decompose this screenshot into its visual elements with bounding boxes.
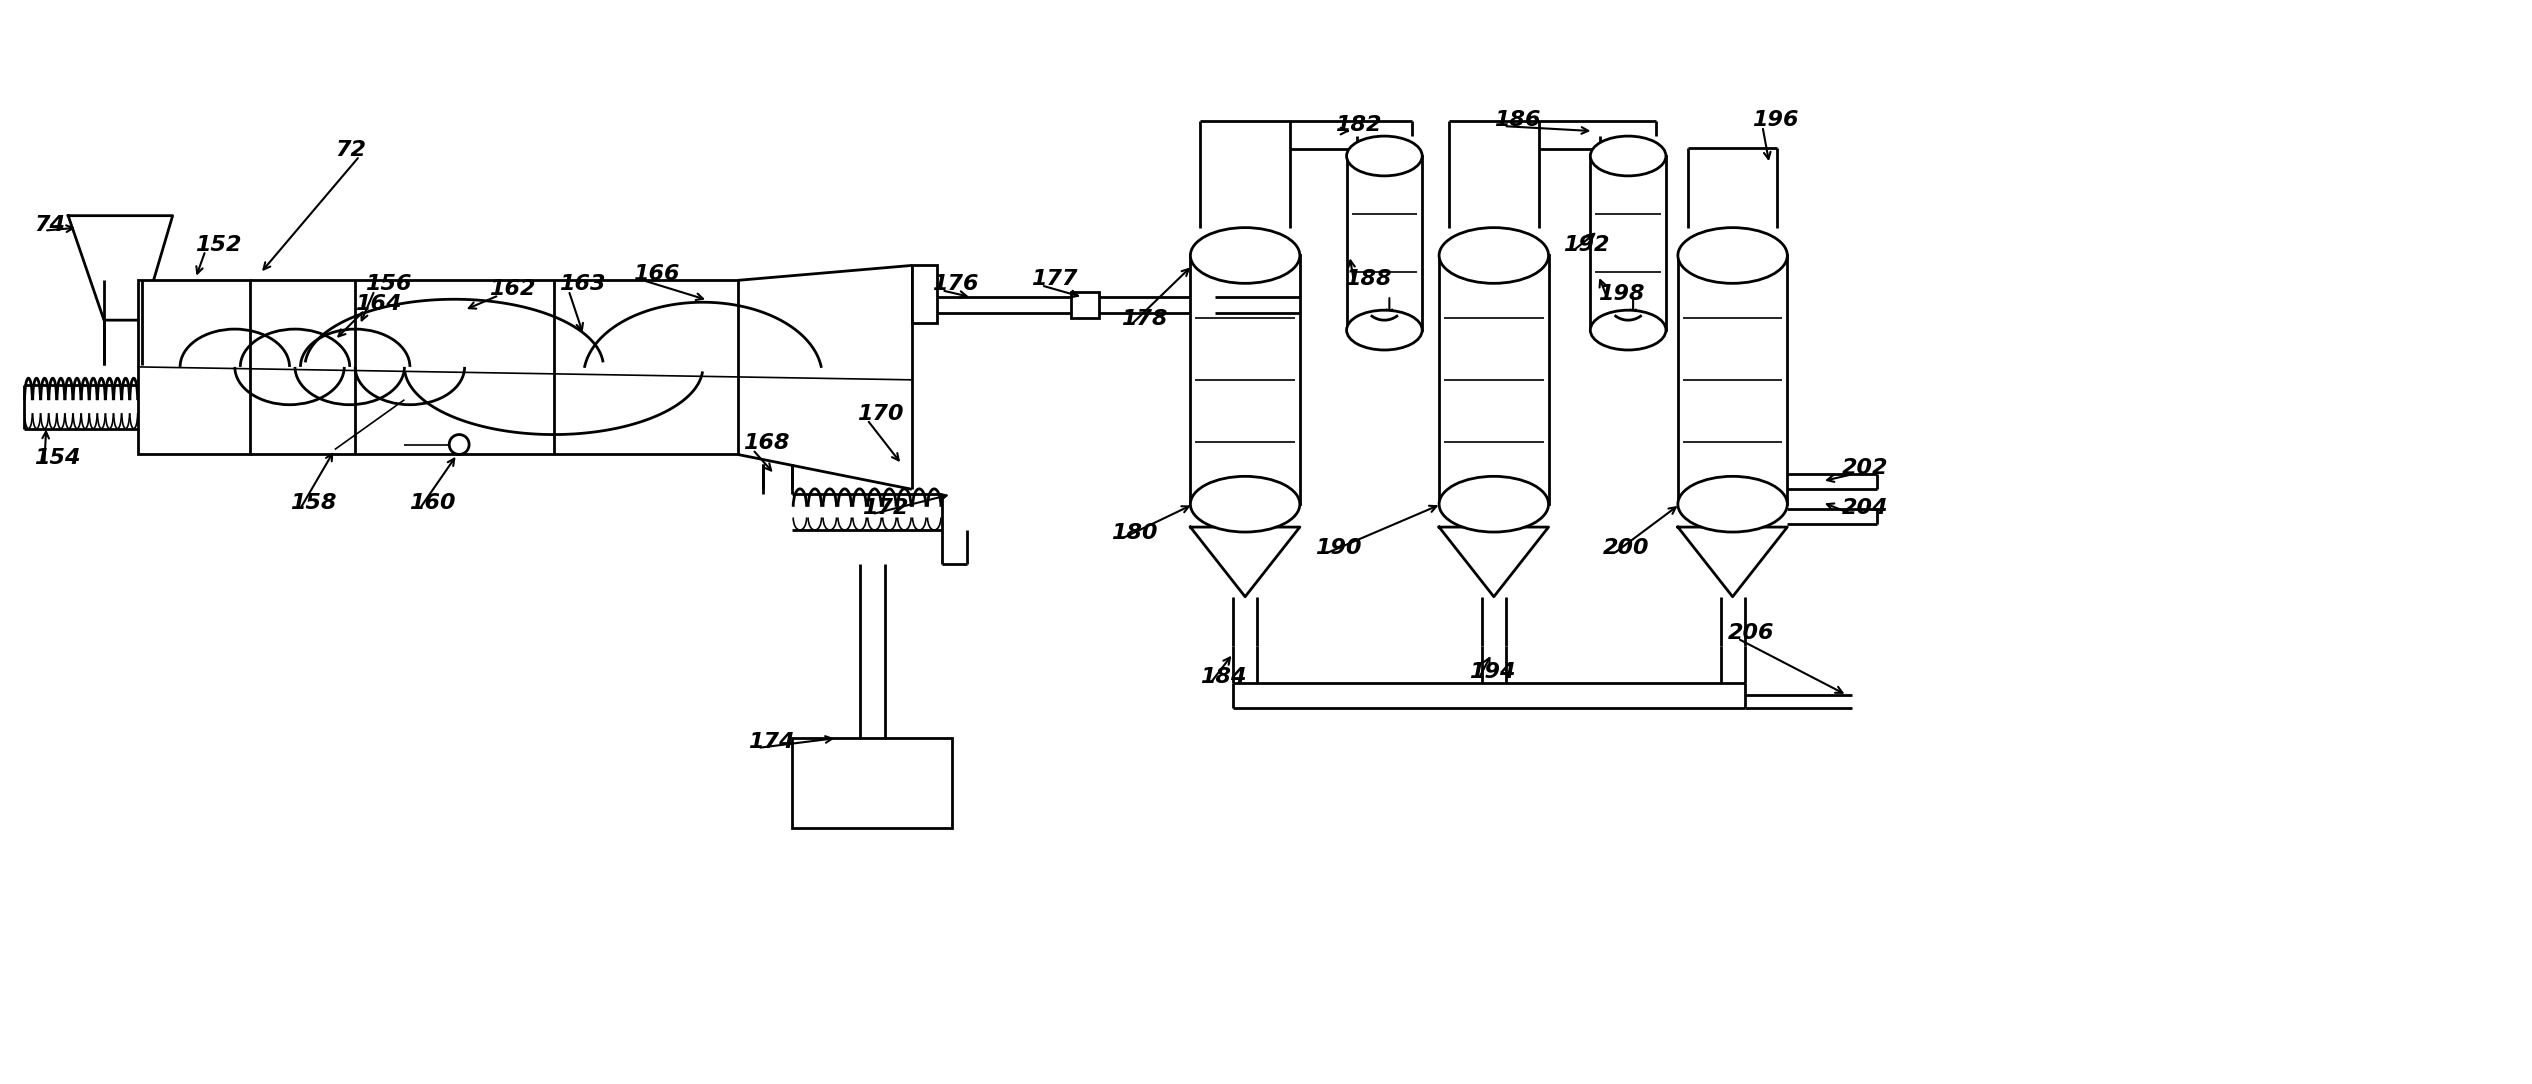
Text: 200: 200 <box>1603 538 1651 558</box>
Bar <box>912 266 937 323</box>
Ellipse shape <box>1190 476 1299 532</box>
Text: 152: 152 <box>195 234 243 255</box>
Text: 172: 172 <box>861 499 909 518</box>
Text: 178: 178 <box>1122 309 1167 330</box>
Bar <box>1438 256 1550 504</box>
Ellipse shape <box>1679 228 1788 283</box>
Polygon shape <box>68 216 172 320</box>
Text: 188: 188 <box>1344 269 1390 289</box>
Text: 198: 198 <box>1598 284 1646 305</box>
Ellipse shape <box>1190 228 1299 283</box>
Text: 174: 174 <box>747 732 795 752</box>
Bar <box>1071 293 1099 318</box>
Text: 162: 162 <box>489 280 534 299</box>
Text: 72: 72 <box>334 140 365 160</box>
Bar <box>1190 256 1299 504</box>
Text: 74: 74 <box>35 215 66 234</box>
Bar <box>137 281 251 454</box>
Text: 163: 163 <box>560 274 605 294</box>
Text: 180: 180 <box>1112 522 1157 543</box>
Bar <box>1347 156 1423 331</box>
Text: 194: 194 <box>1469 662 1517 682</box>
Text: 190: 190 <box>1314 538 1362 558</box>
Polygon shape <box>1438 527 1550 596</box>
Ellipse shape <box>1590 310 1666 350</box>
Text: 176: 176 <box>932 274 977 294</box>
Text: 160: 160 <box>410 493 456 513</box>
Text: 156: 156 <box>365 274 410 294</box>
Bar <box>1679 256 1788 504</box>
Ellipse shape <box>1679 476 1788 532</box>
Text: 186: 186 <box>1494 111 1539 130</box>
Text: 158: 158 <box>291 493 337 513</box>
Polygon shape <box>1679 527 1788 596</box>
Text: 184: 184 <box>1200 668 1246 687</box>
Ellipse shape <box>1438 228 1550 283</box>
Text: 196: 196 <box>1752 111 1800 130</box>
Text: 204: 204 <box>1843 499 1889 518</box>
Bar <box>1590 156 1666 331</box>
Bar <box>793 738 952 827</box>
Ellipse shape <box>1347 137 1423 176</box>
Text: 164: 164 <box>354 294 400 314</box>
Text: 202: 202 <box>1843 459 1889 478</box>
Text: 168: 168 <box>742 434 790 453</box>
Ellipse shape <box>1590 137 1666 176</box>
Text: 170: 170 <box>858 403 904 424</box>
Text: 154: 154 <box>35 449 81 468</box>
Ellipse shape <box>448 435 468 454</box>
Ellipse shape <box>1438 476 1550 532</box>
Text: 206: 206 <box>1727 622 1775 643</box>
Ellipse shape <box>1347 310 1423 350</box>
Polygon shape <box>1190 527 1299 596</box>
Text: 182: 182 <box>1334 115 1380 136</box>
Text: 192: 192 <box>1562 234 1610 255</box>
Text: 177: 177 <box>1031 269 1079 289</box>
Text: 166: 166 <box>633 264 679 284</box>
